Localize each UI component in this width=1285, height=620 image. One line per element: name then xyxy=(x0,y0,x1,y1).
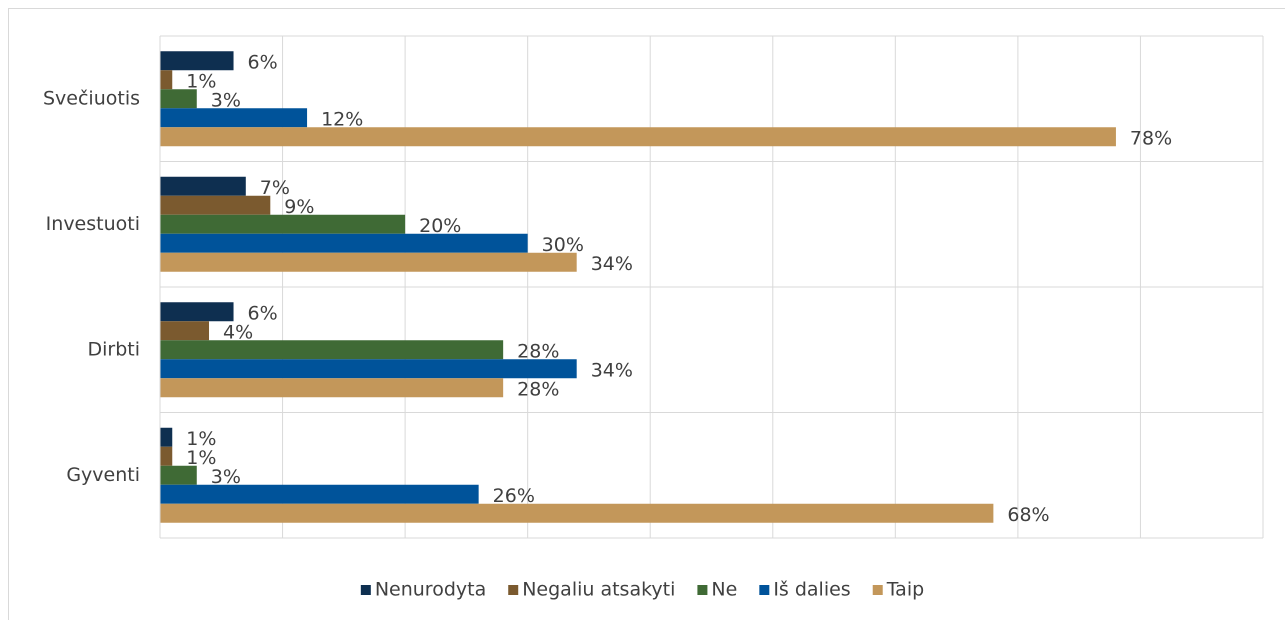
bar xyxy=(160,378,504,398)
legend-label: Negaliu atsakyti xyxy=(522,579,675,601)
bar xyxy=(160,214,406,234)
category-label: Gyventi xyxy=(66,464,140,486)
legend-swatch xyxy=(697,585,708,595)
value-label: 4% xyxy=(223,321,253,343)
bar xyxy=(160,127,1116,147)
bar xyxy=(160,446,173,466)
value-label: 20% xyxy=(419,215,461,237)
value-label: 28% xyxy=(517,378,559,400)
bar xyxy=(160,340,504,360)
bar xyxy=(160,195,271,215)
bar xyxy=(160,252,577,272)
value-label: 3% xyxy=(211,466,241,488)
value-label: 1% xyxy=(186,447,216,469)
bar xyxy=(160,359,577,379)
bar xyxy=(160,233,528,253)
legend-swatch xyxy=(759,585,770,595)
category-label: Svečiuotis xyxy=(43,87,140,109)
legend-label: Nenurodyta xyxy=(375,579,486,601)
bar xyxy=(160,89,197,109)
value-label: 78% xyxy=(1130,127,1172,149)
value-label: 7% xyxy=(260,177,290,199)
bar xyxy=(160,108,308,128)
bar xyxy=(160,484,479,504)
category-label: Investuoti xyxy=(46,213,140,235)
value-label: 12% xyxy=(321,108,363,130)
value-label: 34% xyxy=(591,359,633,381)
value-label: 6% xyxy=(248,51,278,73)
bar xyxy=(160,427,173,447)
legend-label: Ne xyxy=(711,579,737,601)
legend-swatch xyxy=(360,585,371,595)
chart-frame xyxy=(8,8,1285,620)
bar xyxy=(160,321,210,341)
legend-label: Taip xyxy=(886,579,924,601)
value-label: 30% xyxy=(542,234,584,256)
value-label: 3% xyxy=(211,89,241,111)
value-label: 6% xyxy=(248,302,278,324)
bar xyxy=(160,465,197,485)
value-label: 26% xyxy=(493,485,535,507)
value-label: 1% xyxy=(186,428,216,450)
bar xyxy=(160,51,234,71)
category-label: Dirbti xyxy=(87,338,140,360)
value-label: 68% xyxy=(1007,504,1049,526)
bar xyxy=(160,70,173,90)
value-label: 1% xyxy=(186,70,216,92)
value-label: 9% xyxy=(284,196,314,218)
value-label: 34% xyxy=(591,253,633,275)
legend-swatch xyxy=(872,585,883,595)
bar xyxy=(160,176,246,196)
legend-swatch xyxy=(508,585,519,595)
value-label: 28% xyxy=(517,340,559,362)
bar xyxy=(160,302,234,322)
bar xyxy=(160,503,994,523)
legend-label: Iš dalies xyxy=(773,579,850,601)
